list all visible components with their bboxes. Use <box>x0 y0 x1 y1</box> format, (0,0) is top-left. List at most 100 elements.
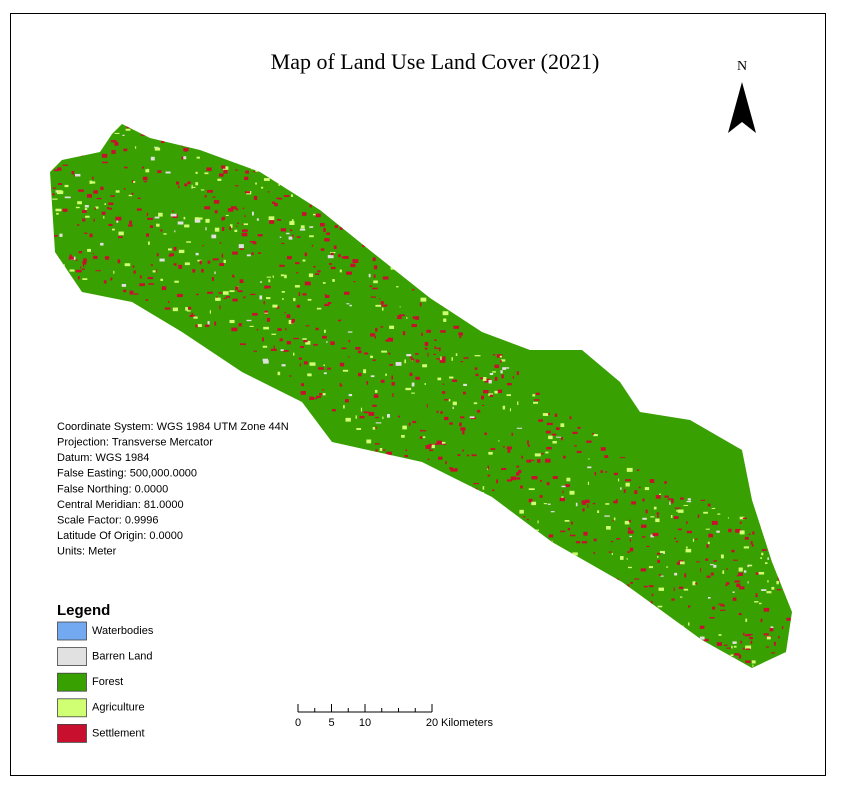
land-patch <box>501 359 506 362</box>
land-patch <box>561 597 565 599</box>
land-patch <box>659 493 661 495</box>
land-patch <box>748 727 753 730</box>
land-patch <box>207 260 211 264</box>
land-patch <box>627 551 630 554</box>
land-patch <box>374 443 380 445</box>
land-patch <box>764 705 767 709</box>
land-patch <box>662 694 667 697</box>
land-patch <box>374 335 376 339</box>
land-patch <box>575 541 581 544</box>
land-patch <box>81 268 85 270</box>
land-patch <box>221 217 224 221</box>
land-patch <box>616 538 621 540</box>
land-patch <box>516 427 523 429</box>
land-patch <box>678 586 684 589</box>
land-patch <box>264 285 267 289</box>
land-patch <box>707 597 711 599</box>
land-patch <box>347 331 353 333</box>
land-patch <box>99 128 105 132</box>
land-patch <box>298 292 301 296</box>
land-patch <box>619 457 626 459</box>
land-patch <box>303 340 308 343</box>
land-patch <box>649 479 655 483</box>
land-patch <box>266 276 272 278</box>
land-patch <box>321 199 327 203</box>
land-patch <box>263 326 269 330</box>
land-patch <box>661 669 665 672</box>
land-patch <box>786 617 791 621</box>
land-patch <box>529 586 535 591</box>
land-patch <box>55 55 57 59</box>
land-patch <box>491 507 498 509</box>
land-patch <box>149 225 154 228</box>
land-patch <box>452 406 454 410</box>
land-patch <box>679 627 684 631</box>
land-patch <box>442 303 446 307</box>
land-patch <box>653 650 658 654</box>
land-patch <box>88 109 92 110</box>
land-patch <box>264 312 269 314</box>
land-patch <box>221 253 224 258</box>
land-patch <box>684 573 687 578</box>
land-patch <box>699 675 701 677</box>
land-patch <box>640 618 647 621</box>
land-patch <box>174 280 179 283</box>
land-patch <box>199 260 202 265</box>
land-patch <box>462 391 466 395</box>
land-patch <box>650 534 655 538</box>
land-patch <box>132 265 135 268</box>
land-patch <box>95 270 101 272</box>
land-patch <box>56 257 60 259</box>
land-patch <box>449 376 454 379</box>
land-patch <box>719 609 726 611</box>
land-patch <box>393 461 396 465</box>
land-patch <box>714 656 716 660</box>
land-patch <box>156 223 160 227</box>
land-patch <box>182 118 187 119</box>
land-patch <box>610 541 614 543</box>
land-patch <box>397 315 402 320</box>
land-patch <box>414 316 420 320</box>
land-patch <box>92 78 94 80</box>
land-patch <box>478 539 485 542</box>
land-patch <box>683 588 689 591</box>
land-patch <box>531 476 538 480</box>
land-patch <box>776 710 779 713</box>
land-patch <box>755 572 759 575</box>
land-patch <box>330 341 335 345</box>
land-patch <box>449 467 454 470</box>
land-patch <box>307 373 312 377</box>
land-patch <box>398 469 402 472</box>
land-patch <box>648 585 654 588</box>
land-patch <box>321 192 323 196</box>
land-patch <box>677 528 682 531</box>
land-patch <box>484 517 491 522</box>
land-patch <box>597 582 601 586</box>
land-patch <box>420 474 424 478</box>
land-patch <box>128 194 133 197</box>
land-patch <box>223 169 228 174</box>
land-patch <box>451 523 456 527</box>
land-patch <box>241 232 248 237</box>
land-patch <box>670 514 673 518</box>
land-patch <box>303 361 308 365</box>
land-patch <box>160 278 164 281</box>
land-patch <box>90 130 96 132</box>
land-patch <box>253 171 257 173</box>
land-patch <box>368 411 375 416</box>
land-patch <box>415 353 419 355</box>
land-patch <box>299 363 301 367</box>
land-patch <box>52 198 58 200</box>
land-patch <box>362 244 366 247</box>
land-patch <box>786 654 788 658</box>
land-patch <box>698 696 699 698</box>
land-patch <box>415 376 420 380</box>
land-patch <box>486 513 490 516</box>
land-patch <box>91 176 94 180</box>
land-patch <box>538 419 543 422</box>
land-patch <box>523 531 525 535</box>
land-patch <box>551 433 557 436</box>
land-patch <box>250 293 256 296</box>
land-patch <box>730 711 735 714</box>
land-patch <box>427 458 430 461</box>
